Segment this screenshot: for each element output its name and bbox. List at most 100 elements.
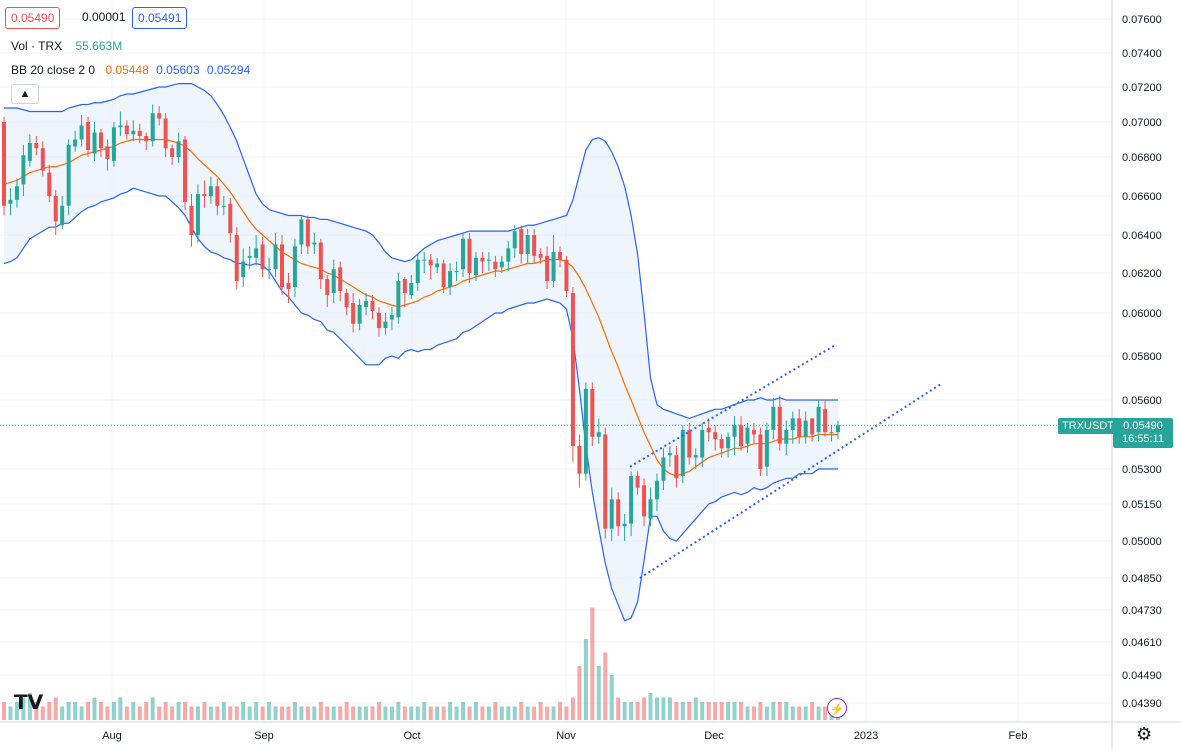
volume-bar: [195, 706, 200, 720]
volume-bar: [551, 706, 556, 720]
volume-bar: [312, 706, 317, 720]
volume-bar: [739, 702, 744, 720]
volume-bar: [21, 697, 26, 720]
candle-body: [771, 406, 776, 430]
candle-body: [564, 259, 569, 291]
candle-body: [739, 425, 744, 446]
candle-body: [241, 261, 246, 277]
x-tick-label: Feb: [1009, 730, 1028, 742]
candle-body: [719, 439, 724, 449]
candle-body: [111, 127, 116, 161]
volume-bar: [719, 702, 724, 720]
volume-bar: [512, 706, 517, 720]
volume-bar: [745, 706, 750, 720]
volume-bar: [661, 697, 666, 720]
bb-upper-value: 0.05603: [156, 63, 200, 77]
candle-body: [215, 186, 220, 206]
candle-body: [364, 301, 369, 307]
volume-bar: [402, 706, 407, 720]
volume-bar: [816, 706, 821, 720]
candle-body: [183, 139, 188, 202]
volume-bar: [124, 706, 129, 720]
spread-label: 0.00001: [82, 10, 126, 24]
candle-body: [493, 261, 498, 270]
volume-bar: [215, 706, 220, 720]
volume-label: Vol · TRX: [11, 39, 63, 53]
y-tick-label: 0.06200: [1122, 268, 1162, 280]
volume-bar: [14, 702, 19, 720]
bid-price-box[interactable]: 0.05490: [5, 7, 61, 29]
candle-body: [803, 420, 808, 437]
candle-body: [545, 255, 550, 281]
volume-bar: [654, 697, 659, 720]
candle-body: [273, 244, 278, 270]
volume-bar: [629, 702, 634, 720]
candle-body: [661, 457, 666, 481]
y-tick-label: 0.04390: [1122, 698, 1162, 710]
volume-bar: [267, 702, 272, 720]
volume-bar: [538, 702, 543, 720]
tradingview-logo-icon[interactable]: 𝗧𝗩: [14, 692, 44, 714]
candle-body: [532, 235, 537, 256]
candle-body: [726, 436, 731, 449]
volume-bar: [280, 706, 284, 720]
candle-body: [525, 235, 530, 254]
candle-body: [538, 254, 543, 258]
volume-bar: [131, 702, 136, 720]
candle-body: [79, 125, 84, 140]
candle-body: [551, 252, 556, 281]
candle-body: [635, 476, 640, 488]
volume-bar: [183, 702, 188, 720]
candle-body: [428, 259, 433, 266]
x-tick-label: Dec: [704, 730, 724, 742]
candle-body: [829, 432, 834, 434]
bb-label: BB 20 close 2 0: [11, 63, 96, 77]
collapse-legend-button[interactable]: ▲: [11, 84, 39, 104]
candle-body: [383, 321, 388, 329]
volume-bar: [790, 706, 795, 720]
volume-bar: [2, 702, 6, 720]
volume-bar: [777, 702, 782, 720]
volume-bar: [118, 697, 123, 720]
x-tick-label: Sep: [254, 730, 274, 742]
volume-bar: [389, 706, 394, 720]
volume-bar: [370, 706, 375, 720]
volume-bar: [532, 706, 537, 720]
volume-bar: [519, 702, 524, 720]
volume-bar: [473, 702, 478, 720]
candle-body: [751, 429, 756, 435]
candle-body: [351, 303, 356, 324]
candle-body: [570, 293, 575, 446]
candle-body: [713, 432, 718, 440]
candle-body: [260, 244, 265, 270]
gear-icon[interactable]: ⚙: [1136, 724, 1153, 744]
candle-body: [286, 283, 291, 289]
candle-body: [292, 246, 297, 287]
volume-bar: [726, 702, 731, 720]
y-tick-label: 0.07200: [1122, 82, 1162, 94]
candle-body: [810, 418, 815, 435]
volume-bar: [486, 706, 491, 720]
candle-body: [836, 425, 840, 433]
candle-body: [448, 271, 453, 287]
lightning-icon[interactable]: ⚡: [827, 698, 847, 718]
candle-body: [47, 172, 52, 196]
volume-bar: [461, 702, 466, 720]
symbol-label: TRXUSDT: [1058, 418, 1118, 434]
volume-bar: [422, 702, 427, 720]
candle-body: [461, 238, 466, 270]
candle-body: [247, 255, 252, 258]
candle-body: [318, 242, 323, 279]
candle-body: [790, 418, 795, 430]
candle-body: [654, 480, 659, 500]
candle-body: [40, 148, 45, 171]
candle-body: [267, 269, 272, 271]
candle-body: [667, 452, 672, 456]
x-tick-label: Nov: [556, 730, 576, 742]
volume-legend: Vol · TRX 55.663M: [11, 39, 126, 53]
candle-body: [86, 122, 91, 150]
candle-body: [189, 205, 194, 235]
volume-bar: [616, 697, 621, 720]
ask-price-box[interactable]: 0.05491: [132, 7, 188, 29]
